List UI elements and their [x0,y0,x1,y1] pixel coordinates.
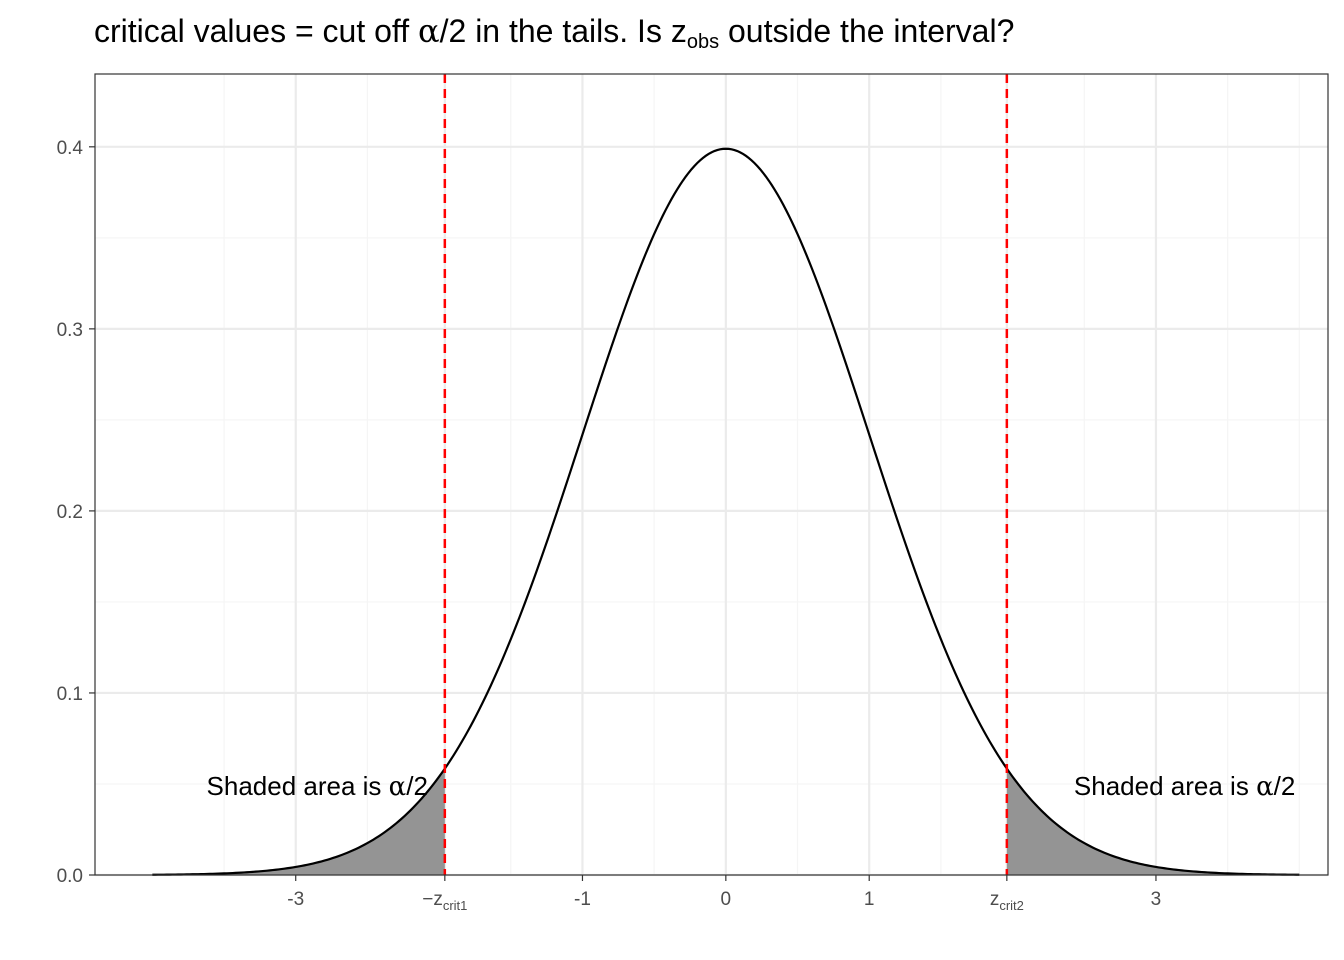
y-axis-tick-labels: 0.0 0.1 0.2 0.3 0.4 [57,138,84,887]
x-tick-label-6: 3 [1151,889,1162,910]
x-tick-label-1: −zcrit1 [422,889,467,913]
major-gridlines [95,74,1328,877]
x-tick-label-5: zcrit2 [990,889,1024,913]
x-tick-label-2: -1 [574,889,591,910]
density-curve-layer [152,147,1300,876]
shaded-tails [152,768,1300,875]
y-tick-label-3: 0.3 [57,320,83,341]
shaded-area-annotation-1: Shaded area is α/2 [207,771,428,802]
critical-value-lines [443,74,1009,875]
x-tick-label-3: 0 [721,889,732,910]
x-axis-tick-labels: -3 −zcrit1 -1 0 1 zcrit2 3 [287,889,1161,913]
right-tail-shade [1006,768,1300,875]
y-tick-label-0: 0.0 [57,866,83,887]
annotations: Shaded area is α/2 Shaded area is α/2 [207,771,1296,802]
x-tick-label-4: 1 [864,889,875,910]
density-curve [152,147,1300,876]
minor-gridlines [95,74,1328,875]
x-tick-label-0: -3 [287,889,304,910]
y-tick-label-4: 0.4 [57,138,84,159]
shaded-area-annotation-2: Shaded area is α/2 [1074,771,1295,802]
panel-border [94,73,1329,876]
y-tick-label-1: 0.1 [57,684,83,705]
chart-title: critical values = cut off α/2 in the tai… [94,12,1015,53]
left-tail-shade [152,768,445,875]
axis-ticks [89,146,1157,881]
y-tick-label-2: 0.2 [57,502,83,523]
